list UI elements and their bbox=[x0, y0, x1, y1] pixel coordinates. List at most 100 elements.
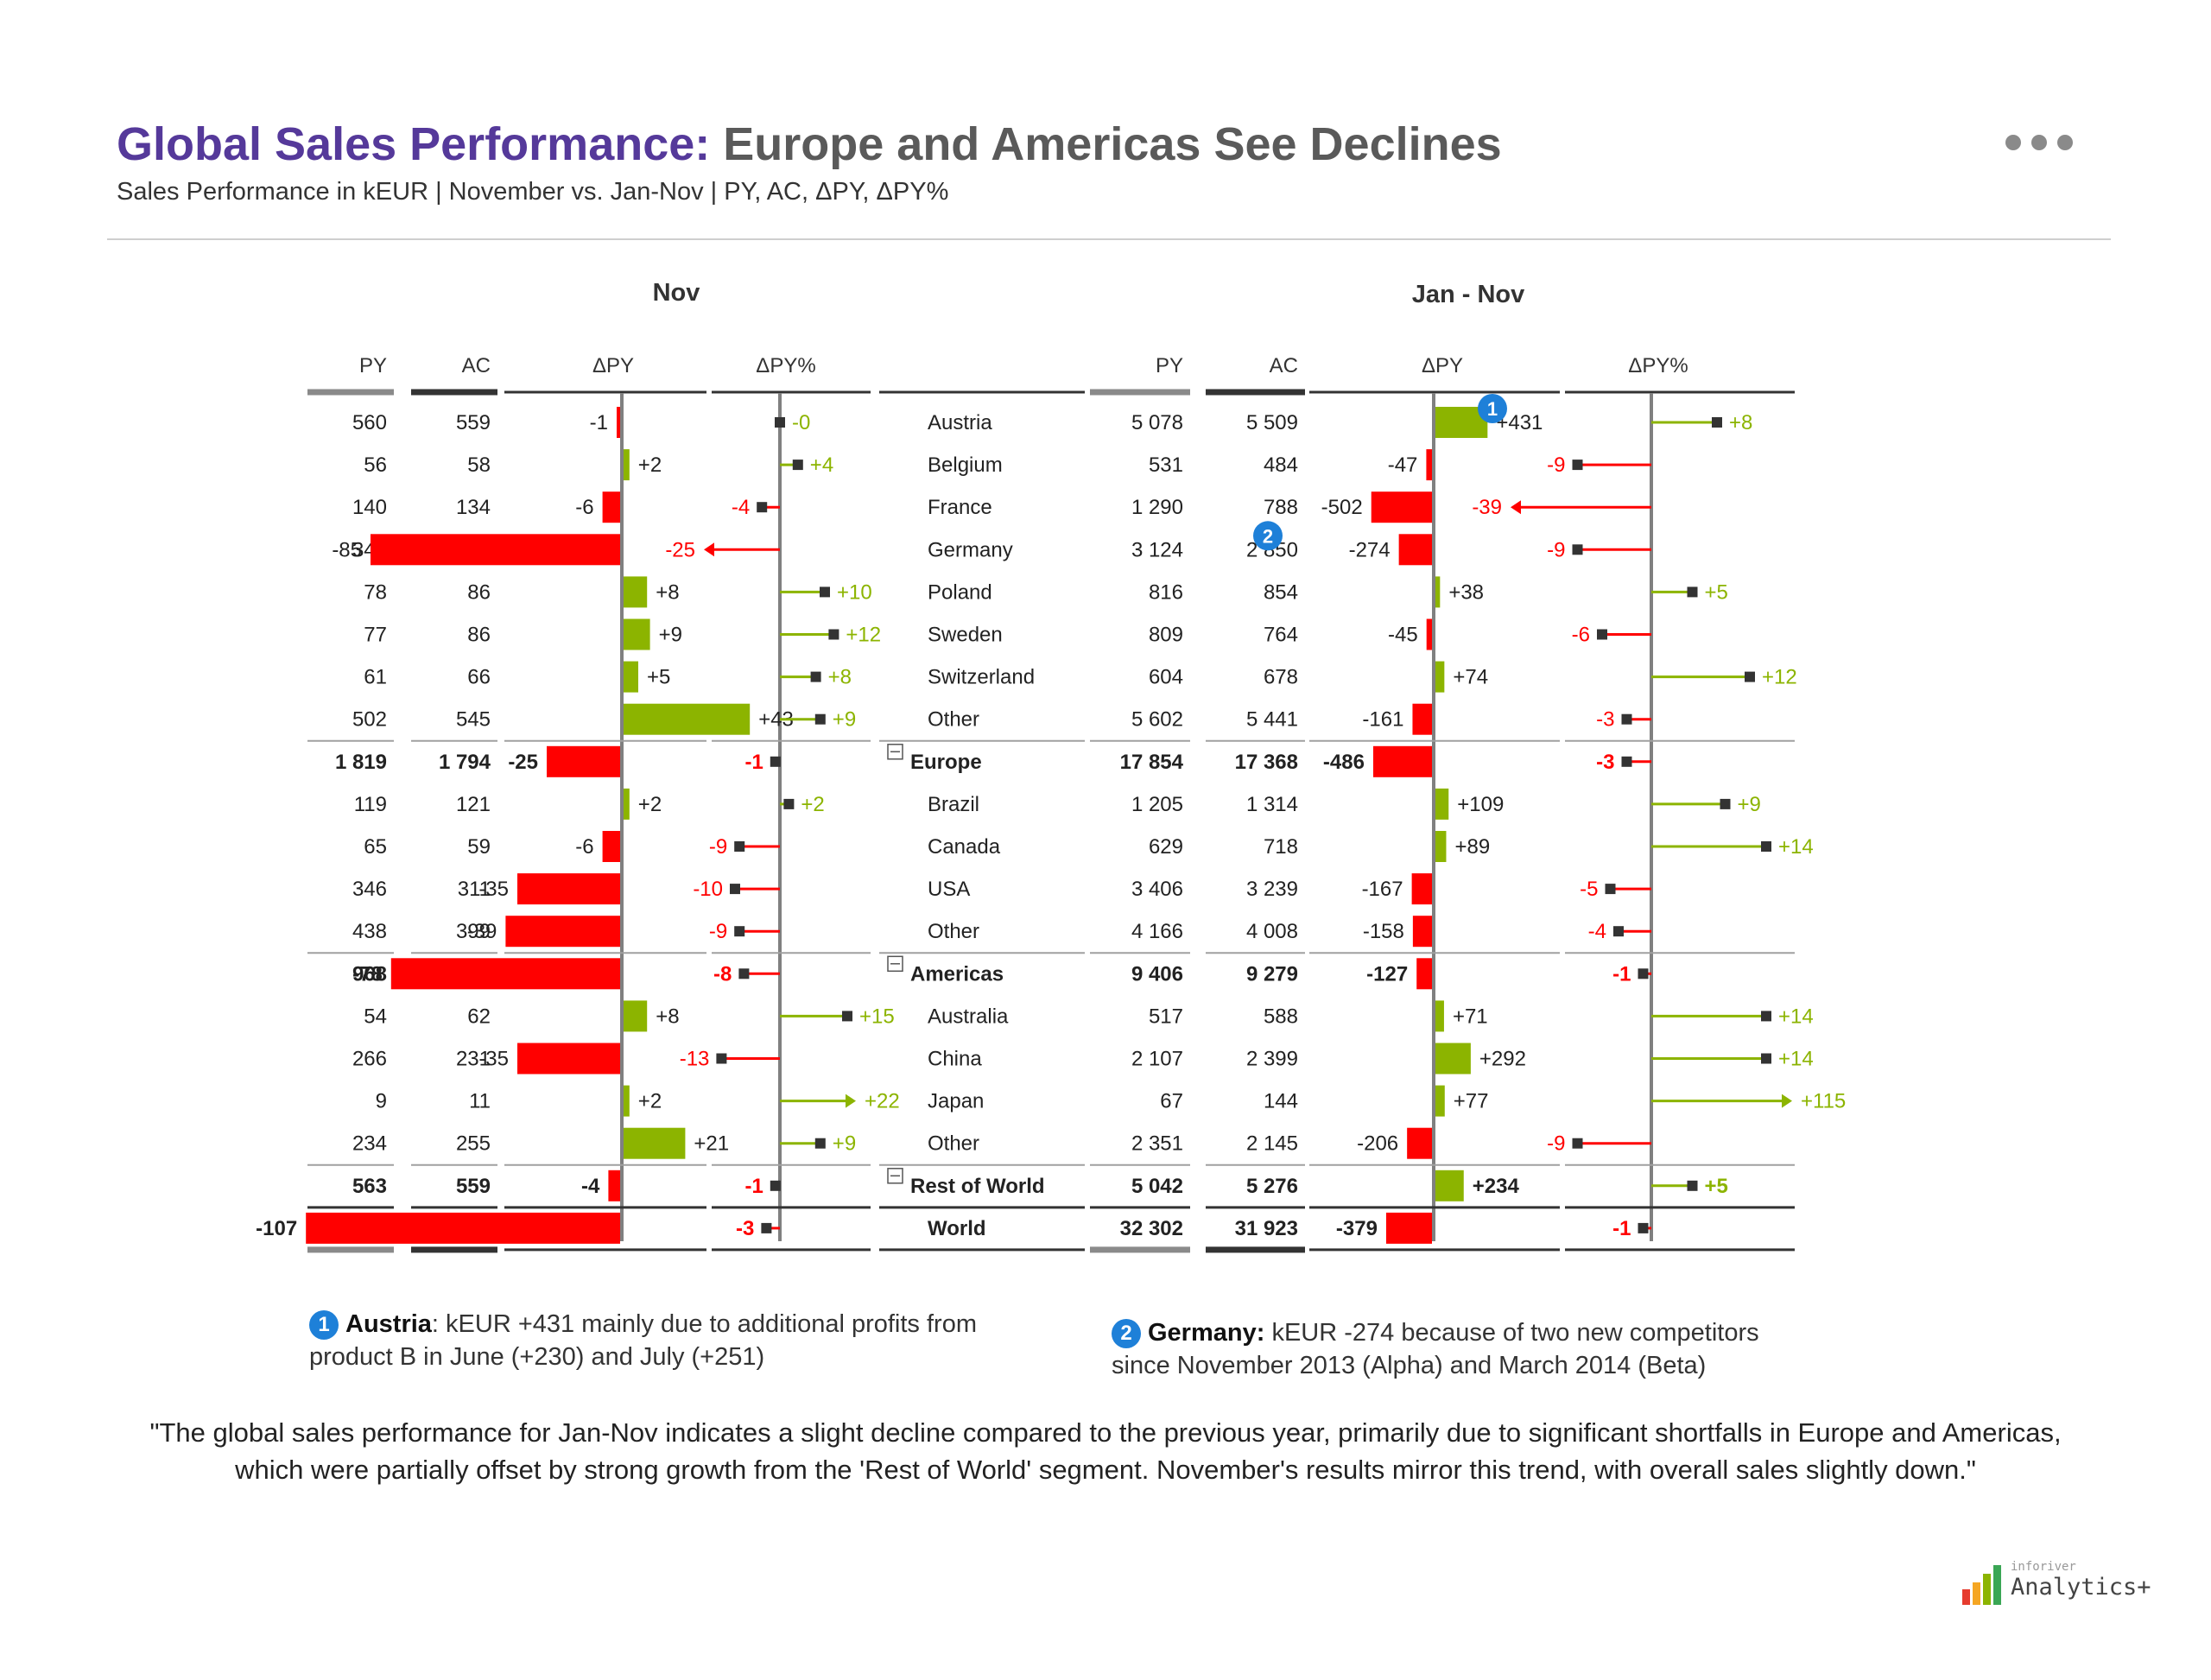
nov-delta-label: +9 bbox=[659, 624, 682, 647]
note-subject: Germany: bbox=[1148, 1319, 1265, 1347]
nov-ac-value: 11 bbox=[469, 1090, 491, 1113]
ytd-py-value: 17 854 bbox=[1120, 751, 1184, 774]
nov-py-value: 968 bbox=[352, 962, 387, 986]
ytd-delta-label: +234 bbox=[1473, 1175, 1520, 1198]
row-label: Canada bbox=[928, 835, 1001, 859]
nov-ac-value: 58 bbox=[467, 453, 491, 477]
ytd-delta-label: +71 bbox=[1453, 1005, 1488, 1028]
ytd-pct-label: +9 bbox=[1738, 793, 1761, 816]
note-austria: 1 Austria: kEUR +431 mainly due to additi… bbox=[309, 1308, 1026, 1373]
ytd-delta-bar bbox=[1435, 788, 1449, 820]
ytd-py-value: 5 042 bbox=[1131, 1175, 1183, 1198]
ytd-pct-label: +14 bbox=[1778, 1048, 1814, 1071]
row-label: Europe bbox=[910, 751, 982, 774]
ytd-pct-marker bbox=[1687, 1180, 1698, 1191]
nov-pct-marker bbox=[783, 798, 795, 809]
nov-pct-label: -10 bbox=[693, 878, 723, 901]
ytd-delta-label: -274 bbox=[1349, 538, 1391, 561]
ytd-py-value: 67 bbox=[1160, 1090, 1183, 1113]
nov-py-value: 1 819 bbox=[335, 751, 387, 774]
nov-ac-value: 62 bbox=[467, 1005, 491, 1028]
ytd-delta-label: +38 bbox=[1448, 580, 1484, 604]
title-colon: : bbox=[694, 118, 711, 170]
nov-delta-bar bbox=[624, 1085, 630, 1117]
ytd-ac-value: 2 145 bbox=[1246, 1132, 1298, 1156]
ytd-delta-label: +292 bbox=[1479, 1048, 1526, 1071]
nov-pct-label: +9 bbox=[833, 708, 856, 732]
title-highlight: Global Sales Performance bbox=[117, 118, 695, 170]
ytd-pct-marker bbox=[1712, 417, 1722, 428]
row-label: Americas bbox=[910, 962, 1004, 986]
annotation-badge-number: 1 bbox=[1487, 398, 1498, 420]
row-label: Other bbox=[928, 920, 979, 943]
nov-delta-label: -35 bbox=[478, 878, 509, 901]
column-header: ΔPY bbox=[592, 354, 634, 377]
nov-pct-marker bbox=[716, 1053, 727, 1064]
nov-delta-label: -25 bbox=[508, 751, 538, 774]
nov-py-value: 65 bbox=[364, 835, 387, 859]
nov-delta-label: +8 bbox=[656, 580, 679, 604]
ytd-delta-label: -47 bbox=[1388, 453, 1418, 477]
nov-ac-value: 399 bbox=[456, 920, 491, 943]
ytd-delta-bar bbox=[1407, 1127, 1432, 1159]
ytd-delta-label: +77 bbox=[1454, 1090, 1489, 1113]
row-label: Belgium bbox=[928, 453, 1003, 477]
nov-ac-value: 86 bbox=[467, 624, 491, 647]
row-label: Switzerland bbox=[928, 666, 1035, 689]
ytd-pct-label: +5 bbox=[1705, 580, 1728, 604]
ytd-delta-bar bbox=[1385, 1212, 1432, 1244]
note-text: : kEUR +431 mainly due to additional pro… bbox=[309, 1310, 977, 1371]
nov-py-value: 563 bbox=[352, 1175, 387, 1198]
ytd-pct-marker bbox=[1687, 586, 1698, 598]
ytd-delta-bar bbox=[1435, 661, 1445, 693]
row-label: China bbox=[928, 1048, 982, 1071]
note-text: kEUR -274 because of two new competitors… bbox=[1112, 1319, 1759, 1379]
ytd-py-value: 517 bbox=[1149, 1005, 1183, 1028]
ytd-delta-bar bbox=[1411, 873, 1432, 905]
row-label: Austria bbox=[928, 411, 992, 434]
nov-delta-label: -4 bbox=[581, 1175, 600, 1198]
nov-delta-label: -39 bbox=[467, 920, 497, 943]
column-header: AC bbox=[1270, 354, 1298, 377]
ytd-ac-value: 3 239 bbox=[1246, 878, 1298, 901]
ytd-ac-value: 5 276 bbox=[1246, 1175, 1298, 1198]
column-header: ΔPY% bbox=[756, 354, 815, 377]
ytd-pct-label: -9 bbox=[1547, 1132, 1565, 1156]
nov-delta-bar bbox=[624, 703, 751, 735]
ytd-ac-value: 718 bbox=[1264, 835, 1298, 859]
ytd-py-value: 5 078 bbox=[1131, 411, 1183, 434]
annotation-badge bbox=[1253, 521, 1283, 551]
nov-pct-label: -4 bbox=[732, 496, 750, 519]
nov-delta-bar bbox=[624, 788, 630, 820]
nov-delta-bar bbox=[517, 1043, 620, 1075]
ytd-delta-bar bbox=[1435, 1000, 1444, 1032]
group-header-nov: Nov bbox=[653, 279, 700, 307]
logo-big-text: Analytics+ bbox=[2011, 1574, 2151, 1601]
nov-delta-bar bbox=[602, 831, 620, 862]
note-badge: 2 bbox=[1112, 1319, 1141, 1349]
nov-pct-label: +9 bbox=[833, 1132, 856, 1156]
nov-ac-value: 1 794 bbox=[439, 751, 491, 774]
ytd-pct-overflow-arrow bbox=[1782, 1094, 1792, 1108]
ytd-delta-label: +74 bbox=[1453, 666, 1488, 689]
nov-delta-bar bbox=[505, 916, 620, 948]
column-header: AC bbox=[462, 354, 491, 377]
more-options-icon[interactable] bbox=[2005, 131, 2083, 155]
nov-pct-label: +4 bbox=[810, 453, 833, 477]
ytd-py-value: 4 166 bbox=[1131, 920, 1183, 943]
ytd-delta-bar bbox=[1426, 618, 1432, 650]
nov-delta-bar bbox=[624, 1127, 686, 1159]
nov-py-value: 56 bbox=[364, 453, 387, 477]
ytd-pct-label: -4 bbox=[1588, 920, 1606, 943]
ytd-pct-marker bbox=[1720, 798, 1731, 809]
nov-pct-label: -9 bbox=[709, 920, 727, 943]
note-badge: 1 bbox=[309, 1310, 339, 1341]
nov-delta-bar bbox=[624, 576, 648, 608]
nov-pct-marker bbox=[757, 502, 768, 513]
ytd-pct-label: -3 bbox=[1596, 751, 1614, 774]
ytd-ac-value: 144 bbox=[1264, 1090, 1298, 1113]
nov-pct-label: -3 bbox=[736, 1217, 754, 1240]
ytd-pct-label: +14 bbox=[1778, 835, 1814, 859]
annotation-badge-number: 2 bbox=[1263, 525, 1273, 547]
note-germany: 2 Germany: kEUR -274 because of two new c… bbox=[1112, 1316, 1820, 1382]
